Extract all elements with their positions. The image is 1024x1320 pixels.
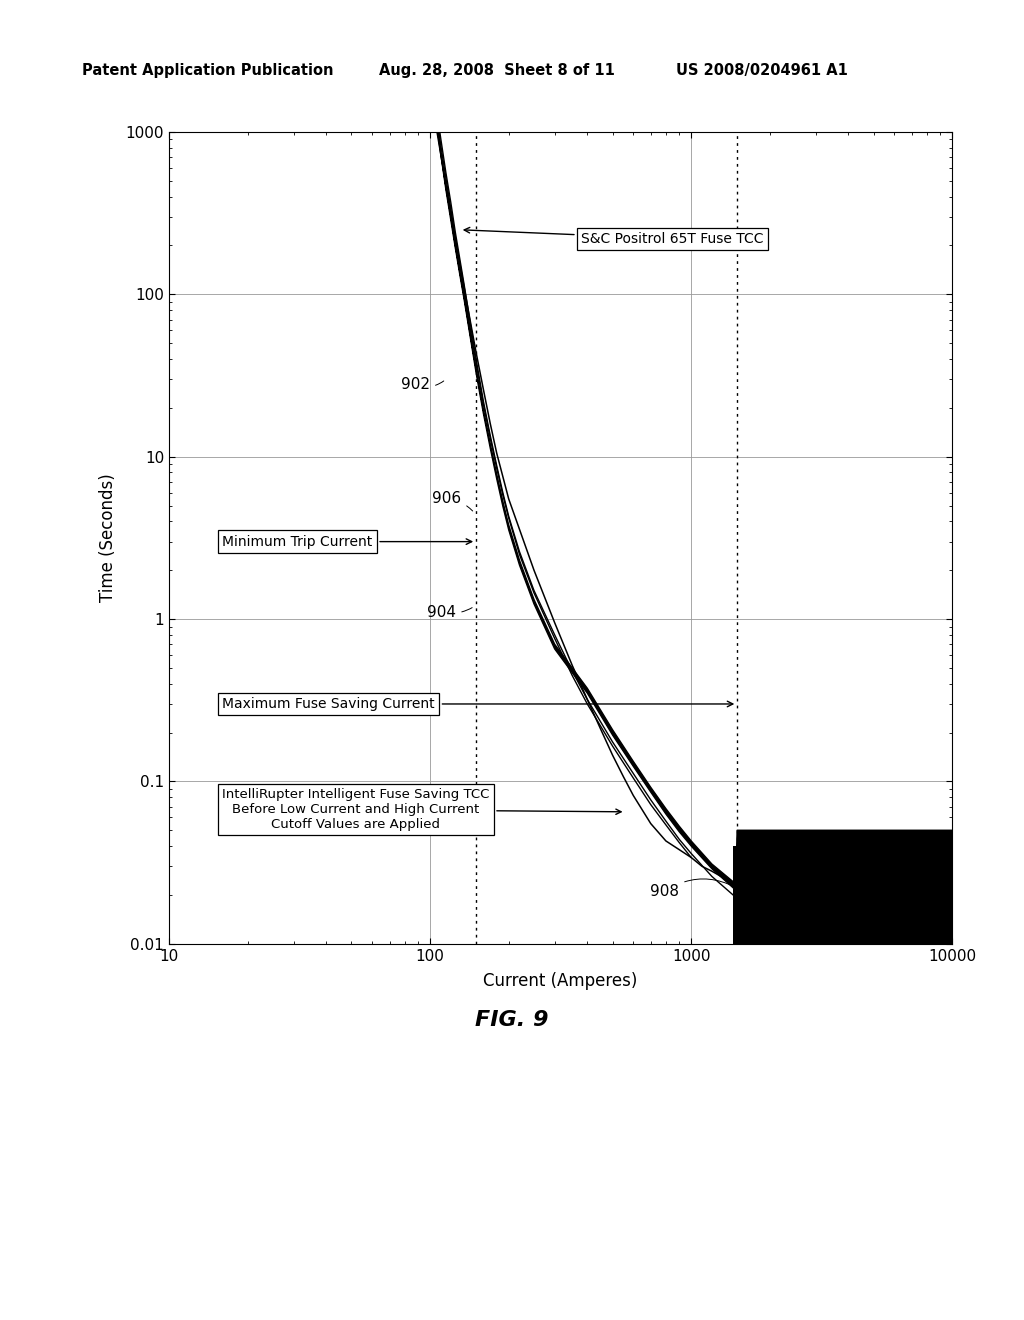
X-axis label: Current (Amperes): Current (Amperes): [483, 972, 638, 990]
Text: 908: 908: [650, 879, 734, 899]
Text: Patent Application Publication: Patent Application Publication: [82, 63, 334, 78]
Y-axis label: Time (Seconds): Time (Seconds): [99, 474, 118, 602]
Text: 904: 904: [427, 605, 472, 620]
Bar: [737, 830, 952, 944]
Text: S&C Positrol 65T Fuse TCC: S&C Positrol 65T Fuse TCC: [464, 227, 764, 246]
Text: 902: 902: [401, 376, 443, 392]
Text: US 2008/0204961 A1: US 2008/0204961 A1: [676, 63, 848, 78]
Text: Minimum Trip Current: Minimum Trip Current: [222, 535, 472, 549]
Text: Maximum Fuse Saving Current: Maximum Fuse Saving Current: [222, 697, 733, 711]
Text: FIG. 9: FIG. 9: [475, 1010, 549, 1030]
Polygon shape: [430, 77, 770, 907]
Bar: [733, 846, 748, 944]
Text: 906: 906: [432, 491, 473, 511]
Text: IntelliRupter Intelligent Fuse Saving TCC
Before Low Current and High Current
Cu: IntelliRupter Intelligent Fuse Saving TC…: [222, 788, 622, 832]
Text: Aug. 28, 2008  Sheet 8 of 11: Aug. 28, 2008 Sheet 8 of 11: [379, 63, 614, 78]
